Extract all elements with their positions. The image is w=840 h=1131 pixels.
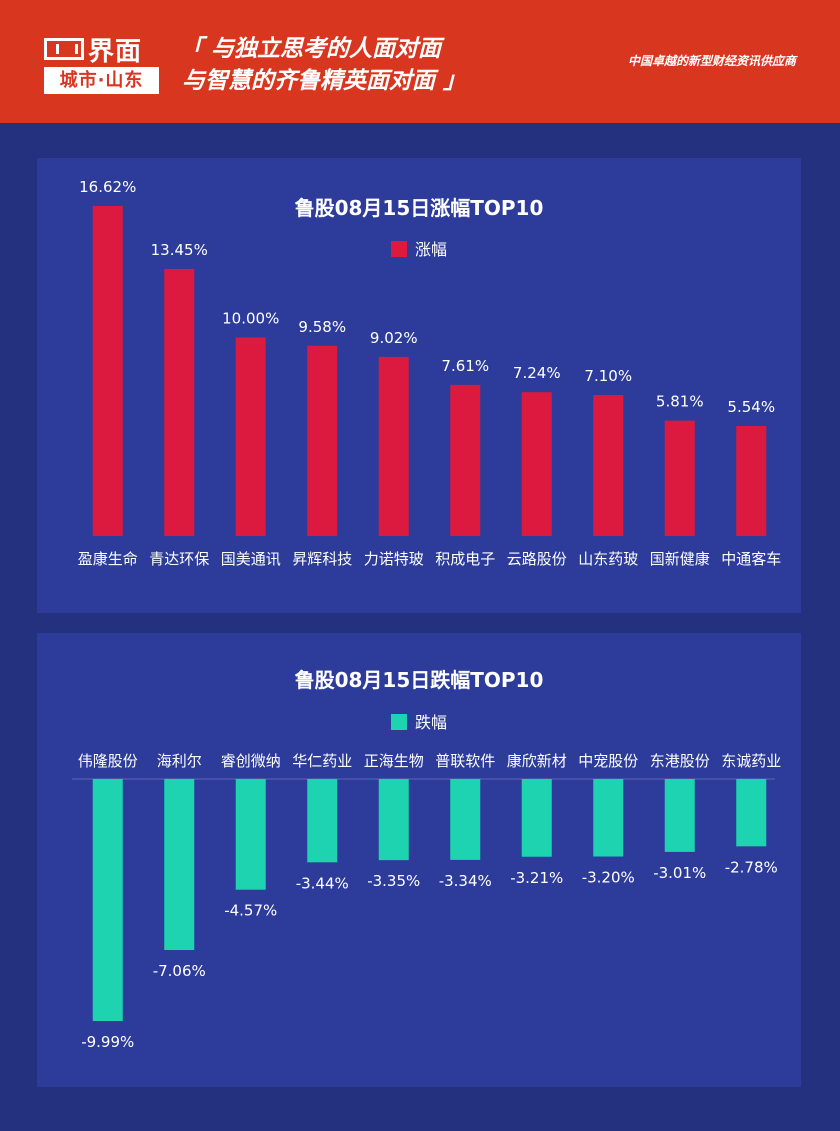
loser-bar [521, 779, 552, 857]
loser-category-label: 华仁药业 [292, 752, 352, 770]
losers-chart-title: 鲁股08月15日跌幅TOP10 [294, 668, 544, 692]
gainer-category-label: 盈康生命 [78, 550, 138, 568]
loser-category-label: 东诚药业 [721, 752, 781, 770]
logo-name: 界面 [88, 36, 143, 67]
losers-chart-panel: -9.99% 伟隆股份 -7.06% 海利尔 -4.57% 睿创微纳 -3.44% 华仁药业 -… [37, 633, 801, 1087]
loser-bar [235, 779, 266, 890]
gainer-category-label: 青达环保 [149, 550, 209, 568]
gainer-category-label: 国美通讯 [221, 550, 281, 568]
loser-bar [164, 779, 195, 951]
gainer-value-label: 7.61% [441, 357, 489, 375]
gainers-legend: 涨幅 [37, 236, 801, 260]
gainer-value-label: 9.02% [370, 329, 418, 347]
loser-value-label: -9.99% [81, 1033, 134, 1051]
loser-category-label: 康欣新材 [507, 752, 567, 770]
gainer-bar [593, 395, 624, 536]
gainer-category-label: 国新健康 [650, 550, 710, 568]
loser-bar [307, 779, 338, 863]
loser-bar [664, 779, 695, 852]
gainers-legend-swatch [390, 241, 407, 257]
loser-bar [92, 779, 123, 1021]
loser-category-label: 东港股份 [650, 752, 710, 770]
gainers-legend-label: 涨幅 [414, 240, 447, 259]
gainer-bar [164, 268, 195, 536]
gainer-bar [92, 206, 123, 536]
loser-value-label: -3.34% [439, 872, 492, 890]
losers-legend-label: 跌幅 [414, 713, 447, 732]
loser-value-label: -3.35% [367, 872, 420, 890]
gainer-value-label: 5.81% [656, 393, 704, 411]
gainer-category-label: 昇辉科技 [292, 550, 352, 568]
losers-chart: -9.99% 伟隆股份 -7.06% 海利尔 -4.57% 睿创微纳 -3.44% 华仁药业 -… [72, 752, 781, 1051]
gainer-category-label: 力诺特玻 [364, 550, 424, 568]
loser-category-label: 中宠股份 [578, 752, 638, 770]
loser-value-label: -3.21% [510, 869, 563, 887]
loser-bar [378, 779, 409, 861]
gainer-value-label: 7.10% [584, 367, 632, 385]
loser-category-label: 普联软件 [435, 752, 495, 770]
loser-category-label: 睿创微纳 [221, 752, 281, 770]
gainer-value-label: 10.00% [222, 309, 279, 327]
loser-bar [450, 779, 481, 860]
gainers-chart-panel: 16.62% 盈康生命 13.45% 青达环保 10.00% 国美通讯 9.58% 昇辉科技 9… [37, 158, 801, 613]
gainer-category-label: 积成电子 [435, 550, 495, 568]
gainer-bar [521, 392, 552, 536]
losers-legend: 跌幅 [37, 709, 801, 733]
slogan-line-1: 「 与独立思考的人面对面 [180, 36, 442, 62]
tagline: 中国卓越的新型财经资讯供应商 [627, 54, 796, 68]
loser-category-label: 正海生物 [364, 752, 424, 770]
gainer-bar [664, 420, 695, 536]
loser-value-label: -3.20% [582, 869, 635, 887]
gainer-category-label: 云路股份 [507, 550, 567, 568]
loser-bar [593, 779, 624, 857]
loser-value-label: -3.01% [653, 864, 706, 882]
loser-category-label: 伟隆股份 [78, 752, 138, 770]
gainer-value-label: 9.58% [298, 318, 346, 336]
gainer-value-label: 7.24% [513, 364, 561, 382]
loser-value-label: -4.57% [224, 902, 277, 920]
gainer-bar [450, 384, 481, 536]
gainer-value-label: 16.62% [79, 178, 136, 196]
gainer-bar [307, 345, 338, 536]
slogan: 「 与独立思考的人面对面 与智慧的齐鲁精英面对面 」 [180, 33, 466, 97]
logo: 界面 城市·山东 [44, 34, 159, 96]
gainer-bar [378, 356, 409, 536]
loser-value-label: -7.06% [153, 962, 206, 980]
header-banner: 界面 城市·山东 「 与独立思考的人面对面 与智慧的齐鲁精英面对面 」 中国卓越… [0, 0, 840, 123]
gainer-value-label: 13.45% [151, 241, 208, 259]
gainer-bar [235, 337, 266, 536]
slogan-line-2: 与智慧的齐鲁精英面对面 」 [182, 68, 467, 94]
logo-mark-icon [44, 38, 84, 60]
gainer-category-label: 中通客车 [721, 550, 781, 568]
gainer-bar [736, 426, 767, 536]
loser-bar [736, 779, 767, 847]
loser-value-label: -2.78% [725, 858, 778, 876]
losers-legend-swatch [390, 714, 407, 730]
loser-category-label: 海利尔 [157, 752, 202, 770]
gainers-chart: 16.62% 盈康生命 13.45% 青达环保 10.00% 国美通讯 9.58% 昇辉科技 9… [78, 178, 782, 568]
logo-subtitle: 城市·山东 [44, 67, 159, 94]
loser-value-label: -3.44% [296, 874, 349, 892]
gainers-chart-title: 鲁股08月15日涨幅TOP10 [294, 196, 544, 220]
gainer-category-label: 山东药玻 [578, 550, 638, 568]
gainer-value-label: 5.54% [727, 398, 775, 416]
